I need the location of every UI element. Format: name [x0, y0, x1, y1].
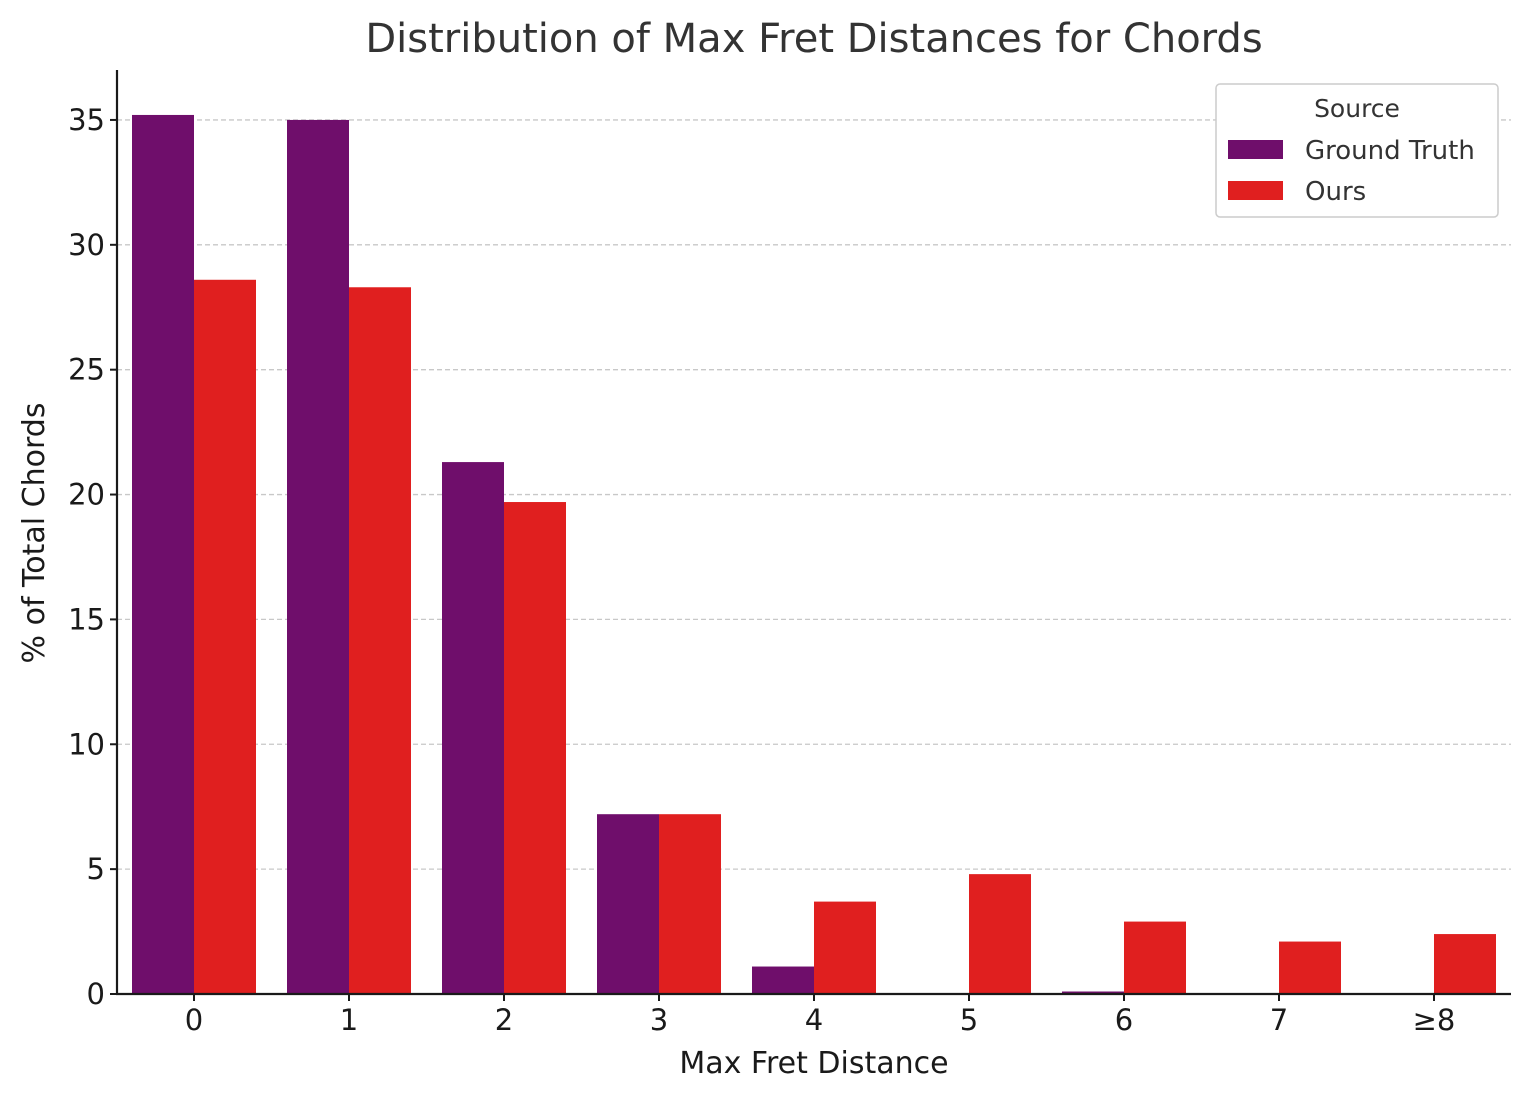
chart-title: Distribution of Max Fret Distances for C…: [365, 16, 1262, 62]
bar-ground-truth-3: [597, 814, 659, 994]
bar-ours-8: [1434, 934, 1496, 994]
bar-ours-6: [1124, 921, 1186, 994]
y-axis-ticks: 0 5 10 15 20 25 30 35: [68, 103, 117, 1011]
legend-label-ours: Ours: [1305, 177, 1366, 207]
bar-ours-0: [194, 279, 256, 995]
bar-ours-2: [504, 502, 566, 994]
y-tick-label: 5: [87, 852, 105, 886]
bar-ground-truth-2: [442, 462, 504, 994]
y-tick-label: 0: [87, 977, 105, 1011]
bar-ground-truth-4: [752, 966, 814, 994]
y-tick-label: 30: [68, 228, 105, 262]
legend-title: Source: [1314, 94, 1400, 123]
legend-label-ground-truth: Ground Truth: [1305, 136, 1475, 166]
legend: Source Ground Truth Ours: [1215, 83, 1499, 218]
x-tick-label: 0: [185, 1003, 203, 1037]
bar-ours-7: [1279, 941, 1341, 994]
x-tick-label: 3: [650, 1003, 668, 1037]
legend-box: [1215, 83, 1499, 218]
x-axis-ticks: 0 1 2 3 4 5 6 7 ≥8: [185, 994, 1456, 1037]
legend-swatch-ours: [1228, 181, 1283, 200]
bar-ground-truth-6: [1062, 991, 1124, 994]
x-tick-label: 2: [495, 1003, 513, 1037]
y-tick-label: 10: [68, 727, 105, 761]
legend-swatch-ground-truth: [1228, 140, 1283, 159]
y-tick-label: 15: [68, 602, 105, 636]
y-tick-label: 20: [68, 478, 105, 512]
bar-ours-5: [969, 874, 1031, 994]
bar-ours-4: [814, 901, 876, 994]
x-tick-label: 7: [1270, 1003, 1288, 1037]
x-tick-label: 1: [340, 1003, 358, 1037]
y-axis-label: % of Total Chords: [17, 403, 52, 664]
y-tick-label: 25: [68, 353, 105, 387]
x-axis-label: Max Fret Distance: [679, 1046, 948, 1081]
bars: [132, 114, 1496, 995]
x-tick-label: ≥8: [1413, 1003, 1456, 1037]
bar-ours-1: [349, 287, 411, 994]
y-tick-label: 35: [68, 103, 105, 137]
bar-ours-3: [659, 814, 721, 994]
x-tick-label: 4: [805, 1003, 823, 1037]
bar-ground-truth-0: [132, 114, 194, 994]
bar-ground-truth-1: [287, 119, 349, 995]
x-tick-label: 5: [960, 1003, 978, 1037]
x-tick-label: 6: [1115, 1003, 1133, 1037]
